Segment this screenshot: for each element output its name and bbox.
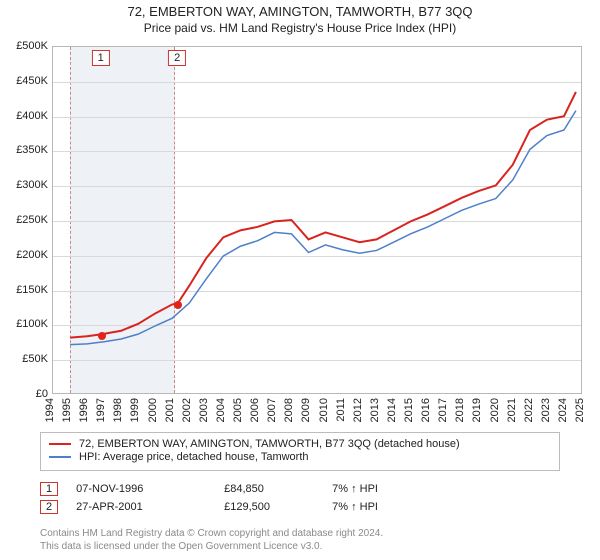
x-axis-tick-label: 2013 — [369, 398, 381, 422]
line-layer — [53, 47, 581, 393]
x-axis-tick-label: 2020 — [489, 398, 501, 422]
legend-swatch-icon — [49, 443, 71, 445]
footer-attribution: Contains HM Land Registry data © Crown c… — [40, 528, 383, 553]
x-axis-tick-label: 1995 — [61, 398, 73, 422]
x-axis-tick-label: 2025 — [574, 398, 586, 422]
x-axis-tick-label: 2000 — [147, 398, 159, 422]
x-axis-tick-label: 2002 — [181, 398, 193, 422]
plot-area: £0£50K£100K£150K£200K£250K£300K£350K£400… — [52, 46, 582, 394]
x-axis-tick-label: 2007 — [266, 398, 278, 422]
x-axis-tick-label: 1994 — [44, 398, 56, 422]
legend-item: HPI: Average price, detached house, Tamw… — [49, 451, 551, 463]
y-axis-tick-label: £350K — [0, 144, 48, 156]
x-axis-tick-label: 1997 — [95, 398, 107, 422]
x-axis-tick-label: 2006 — [249, 398, 261, 422]
y-axis-tick-label: £150K — [0, 284, 48, 296]
sale-price: £84,850 — [224, 483, 314, 495]
x-axis-tick-label: 2022 — [523, 398, 535, 422]
x-axis-tick-label: 2014 — [386, 398, 398, 422]
x-axis-tick-label: 1999 — [129, 398, 141, 422]
x-axis-tick-label: 2010 — [318, 398, 330, 422]
y-axis-tick-label: £450K — [0, 75, 48, 87]
sales-table: 1 07-NOV-1996 £84,850 7% ↑ HPI 2 27-APR-… — [40, 478, 412, 518]
x-axis-tick-label: 2016 — [420, 398, 432, 422]
legend-label: HPI: Average price, detached house, Tamw… — [79, 451, 309, 463]
y-axis-tick-label: £100K — [0, 318, 48, 330]
sale-marker-badge: 1 — [40, 482, 58, 496]
sale-delta: 7% ↑ HPI — [332, 501, 412, 513]
x-axis-tick-label: 1996 — [78, 398, 90, 422]
x-axis-tick-label: 2017 — [437, 398, 449, 422]
sale-marker-dot — [98, 332, 106, 340]
x-axis-tick-label: 2021 — [506, 398, 518, 422]
y-axis-tick-label: £50K — [0, 353, 48, 365]
x-axis-tick-label: 2018 — [454, 398, 466, 422]
y-axis-tick-label: £500K — [0, 40, 48, 52]
title-block: 72, EMBERTON WAY, AMINGTON, TAMWORTH, B7… — [0, 0, 600, 35]
legend: 72, EMBERTON WAY, AMINGTON, TAMWORTH, B7… — [40, 432, 560, 471]
y-axis-tick-label: £300K — [0, 179, 48, 191]
chart-container: 72, EMBERTON WAY, AMINGTON, TAMWORTH, B7… — [0, 0, 600, 560]
plot-border — [52, 46, 582, 394]
x-axis-tick-label: 2005 — [232, 398, 244, 422]
sale-marker-badge: 2 — [40, 500, 58, 514]
sale-date: 07-NOV-1996 — [76, 483, 206, 495]
x-axis-tick-label: 2015 — [403, 398, 415, 422]
series-line — [70, 111, 576, 345]
chart-title: 72, EMBERTON WAY, AMINGTON, TAMWORTH, B7… — [0, 4, 600, 19]
y-axis-tick-label: £200K — [0, 249, 48, 261]
sale-date: 27-APR-2001 — [76, 501, 206, 513]
sale-marker-label: 2 — [168, 50, 186, 66]
chart-subtitle: Price paid vs. HM Land Registry's House … — [0, 21, 600, 35]
sale-row: 1 07-NOV-1996 £84,850 7% ↑ HPI — [40, 482, 412, 496]
footer-line: Contains HM Land Registry data © Crown c… — [40, 528, 383, 541]
legend-swatch-icon — [49, 456, 71, 458]
x-axis-tick-label: 2008 — [283, 398, 295, 422]
x-axis-tick-label: 2019 — [471, 398, 483, 422]
legend-label: 72, EMBERTON WAY, AMINGTON, TAMWORTH, B7… — [79, 438, 460, 450]
x-axis-tick-label: 2001 — [164, 398, 176, 422]
x-axis-tick-label: 2024 — [557, 398, 569, 422]
series-line — [70, 92, 576, 338]
y-axis-tick-label: £0 — [0, 388, 48, 400]
y-axis-tick-label: £250K — [0, 214, 48, 226]
sale-delta: 7% ↑ HPI — [332, 483, 412, 495]
footer-line: This data is licensed under the Open Gov… — [40, 541, 383, 554]
x-axis-tick-label: 2012 — [352, 398, 364, 422]
sale-price: £129,500 — [224, 501, 314, 513]
legend-item: 72, EMBERTON WAY, AMINGTON, TAMWORTH, B7… — [49, 438, 551, 450]
x-axis-tick-label: 1998 — [112, 398, 124, 422]
sale-marker-label: 1 — [92, 50, 110, 66]
x-axis-tick-label: 2009 — [300, 398, 312, 422]
x-axis-tick-label: 2003 — [198, 398, 210, 422]
sale-row: 2 27-APR-2001 £129,500 7% ↑ HPI — [40, 500, 412, 514]
x-axis-tick-label: 2004 — [215, 398, 227, 422]
sale-marker-dot — [174, 301, 182, 309]
y-axis-tick-label: £400K — [0, 110, 48, 122]
x-axis-tick-label: 2023 — [540, 398, 552, 422]
x-axis-tick-label: 2011 — [335, 398, 347, 422]
